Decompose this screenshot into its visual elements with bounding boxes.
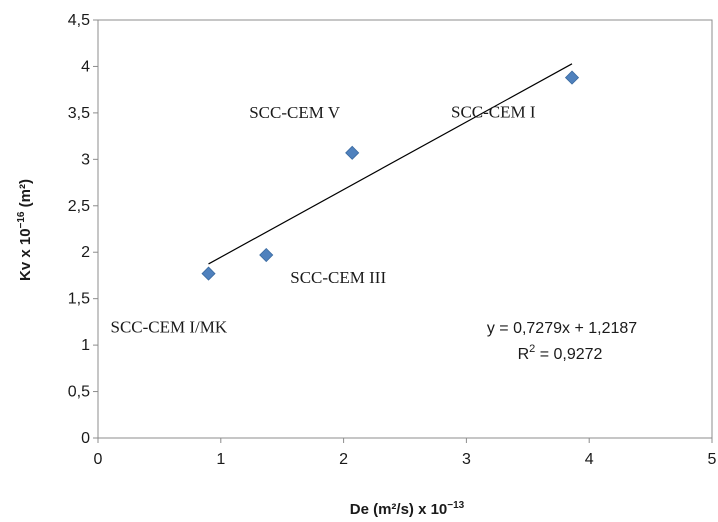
y-tick-label: 1 [81, 337, 90, 354]
y-tick-label: 0,5 [68, 384, 90, 401]
point-labels: SCC-CEM I/MK SCC-CEM III SCC-CEM V SCC-CEM … [111, 103, 536, 337]
data-point [259, 247, 274, 263]
y-axis-ticks: 0 0,5 1 1,5 2 2,5 3 3,5 4 4,5 [68, 12, 98, 447]
data-point [345, 145, 360, 160]
x-tick-label: 4 [585, 451, 594, 468]
x-tick-label: 1 [216, 451, 225, 468]
y-tick-label: 4 [81, 58, 90, 75]
data-point [201, 266, 216, 281]
y-tick-label: 0 [81, 430, 90, 447]
trendline [208, 63, 573, 265]
point-label: SCC-CEM I [451, 103, 536, 122]
y-tick-label: 1,5 [68, 291, 90, 308]
plot-border [97, 19, 713, 439]
y-tick-label: 4,5 [68, 12, 90, 29]
y-tick-label: 3,5 [68, 105, 90, 122]
x-axis-title: De (m²/s) x 10−13 [350, 500, 465, 518]
r-squared-label: R2 = 0,9272 [518, 343, 603, 363]
plot-area [97, 19, 713, 439]
trendline-group [208, 63, 573, 265]
point-label: SCC-CEM I/MK [111, 318, 228, 337]
trendline-equation: y = 0,7279x + 1,2187 [487, 320, 637, 337]
y-tick-label: 2,5 [68, 198, 90, 215]
data-point [564, 70, 580, 85]
y-tick-label: 2 [81, 244, 90, 261]
x-tick-label: 2 [339, 451, 348, 468]
y-axis-title: Kv x 10−16 (m²) [16, 179, 34, 281]
x-axis-ticks: 0 1 2 3 4 5 [94, 438, 717, 468]
x-tick-label: 0 [94, 451, 103, 468]
y-tick-label: 3 [81, 151, 90, 168]
point-label: SCC-CEM III [290, 268, 386, 287]
x-tick-label: 3 [462, 451, 471, 468]
x-tick-label: 5 [708, 451, 717, 468]
data-points [201, 70, 580, 281]
point-label: SCC-CEM V [249, 103, 341, 122]
